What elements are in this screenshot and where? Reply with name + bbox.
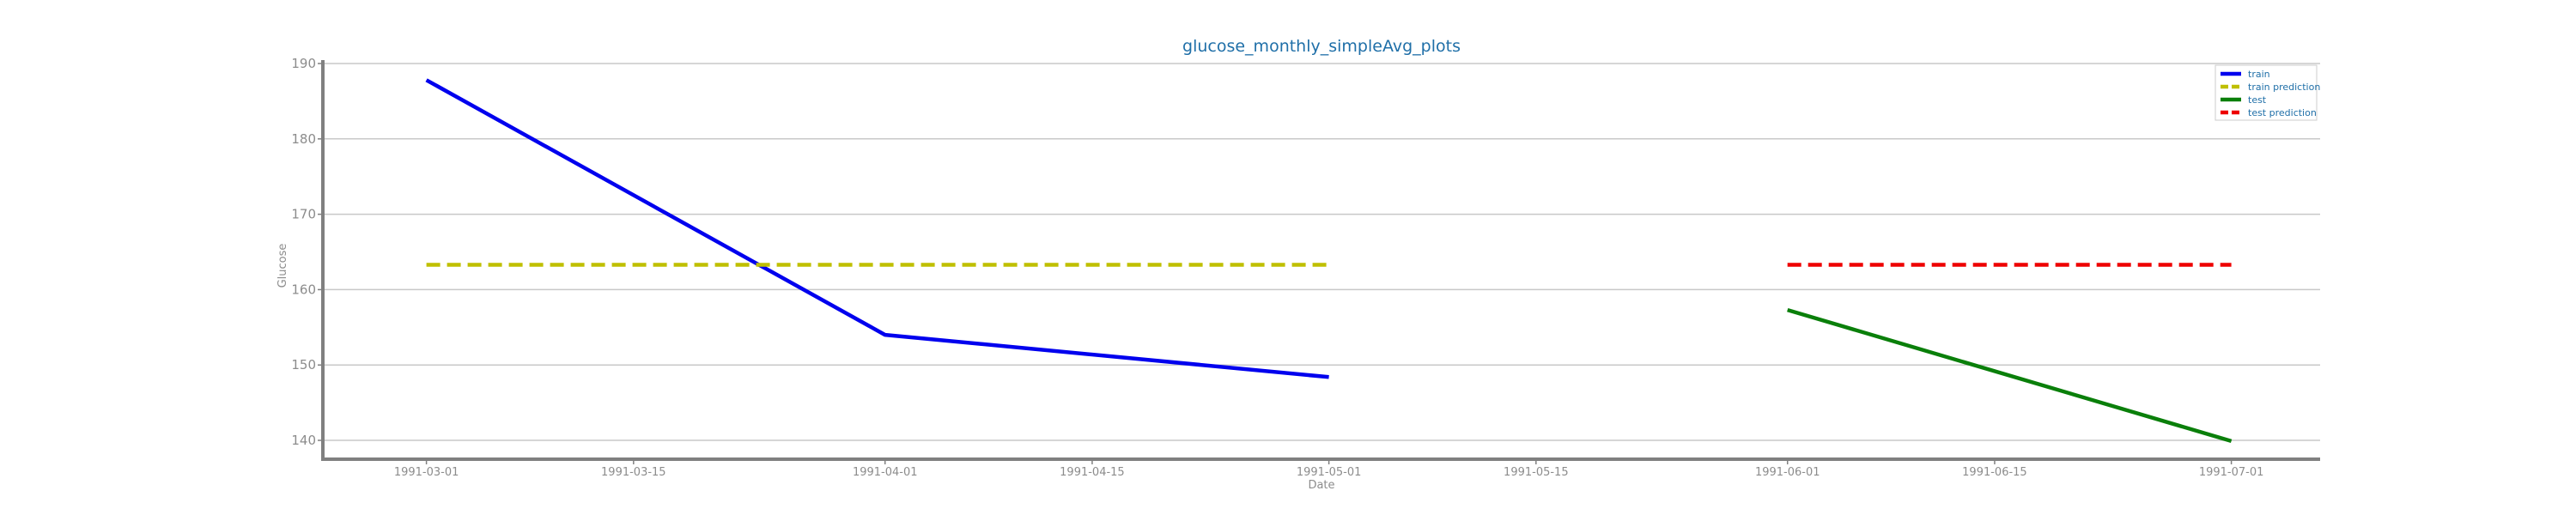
x-tick-label: 1991-04-15 xyxy=(1060,466,1125,479)
legend-label: train xyxy=(2248,69,2270,80)
x-tick-label: 1991-05-15 xyxy=(1504,466,1569,479)
x-axis-label: Date xyxy=(1308,479,1334,492)
x-tick-label: 1991-03-15 xyxy=(601,466,666,479)
series-line-train xyxy=(425,78,1329,379)
y-tick-label: 170 xyxy=(291,207,316,222)
x-tick-label: 1991-06-15 xyxy=(1962,466,2027,479)
grid xyxy=(323,63,2320,441)
legend-label: test prediction xyxy=(2248,107,2317,118)
series xyxy=(425,78,2233,444)
y-ticks: 140 150 160 170 180 190 xyxy=(291,56,323,448)
chart-title: glucose_monthly_simpleAvg_plots xyxy=(1182,37,1461,56)
y-axis-label: Glucose xyxy=(276,244,289,288)
y-tick-label: 180 xyxy=(291,131,316,147)
y-tick-label: 140 xyxy=(291,433,316,448)
series-train xyxy=(425,78,1329,379)
legend-label: train prediction xyxy=(2248,82,2320,93)
x-tick-label: 1991-03-01 xyxy=(394,466,459,479)
series-line-test xyxy=(1787,307,2233,444)
y-tick-label: 160 xyxy=(291,282,316,297)
x-tick-label: 1991-05-01 xyxy=(1297,466,1362,479)
x-tick-label: 1991-06-01 xyxy=(1755,466,1820,479)
axes xyxy=(321,60,2320,461)
x-ticks: 1991-03-01 1991-03-15 1991-04-01 1991-04-15… xyxy=(394,459,2264,479)
legend-label: test xyxy=(2248,94,2267,106)
x-tick-label: 1991-04-01 xyxy=(853,466,918,479)
x-tick-label: 1991-07-01 xyxy=(2199,466,2264,479)
series-test xyxy=(1787,307,2233,444)
y-tick-label: 150 xyxy=(291,357,316,373)
y-tick-label: 190 xyxy=(291,56,316,71)
